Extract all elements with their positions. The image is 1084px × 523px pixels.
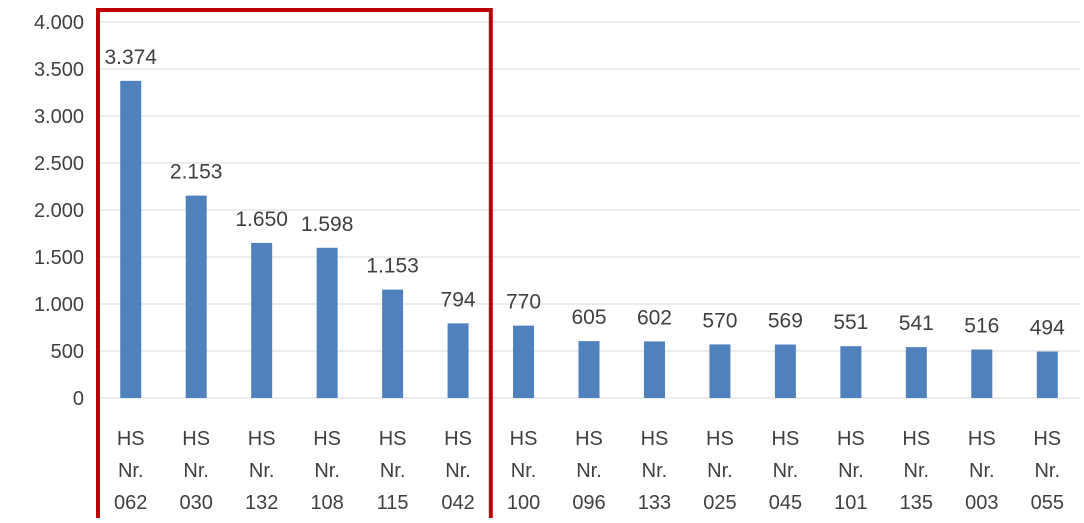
bar	[251, 242, 273, 398]
y-tick-label: 2.000	[34, 200, 84, 222]
bar	[316, 247, 338, 398]
x-axis-tick-labels: HS Nr. 062 HS Nr. 030 HS Nr. 132 HS Nr. 108 HS Nr. 115…	[114, 428, 1064, 514]
data-label: 770	[506, 291, 541, 314]
bar	[905, 347, 927, 398]
x-tick-label: 003	[965, 492, 998, 514]
y-tick-label: 4.000	[34, 12, 84, 34]
y-axis-tick-labels: 0 500 1.000 1.500 2.000 2.500 3.000 3.500 4.000	[34, 12, 84, 410]
data-label: 494	[1030, 317, 1065, 340]
x-tick-label: 055	[1031, 492, 1064, 514]
x-tick-label: Nr.	[969, 460, 995, 482]
highlight-box	[96, 8, 493, 523]
data-label: 1.153	[366, 255, 419, 278]
x-tick-label: Nr.	[642, 460, 668, 482]
x-tick-label: 062	[114, 492, 147, 514]
x-tick-label: HS	[706, 428, 734, 450]
x-tick-label: HS	[248, 428, 276, 450]
x-tick-label: Nr.	[445, 460, 471, 482]
bar	[774, 344, 796, 398]
y-tick-label: 0	[73, 388, 84, 410]
x-tick-label: HS	[510, 428, 538, 450]
bars	[120, 80, 1058, 399]
x-tick-label: Nr.	[773, 460, 799, 482]
x-tick-label: Nr.	[511, 460, 537, 482]
data-label: 541	[899, 312, 934, 335]
data-label: 570	[702, 309, 737, 332]
x-tick-label: 025	[703, 492, 736, 514]
y-tick-label: 1.000	[34, 294, 84, 316]
x-tick-label: Nr.	[1034, 460, 1060, 482]
y-tick-label: 3.000	[34, 106, 84, 128]
x-tick-label: HS	[313, 428, 341, 450]
bar	[513, 325, 535, 398]
bar	[709, 344, 731, 398]
x-tick-label: HS	[117, 428, 145, 450]
bar	[643, 341, 665, 398]
x-tick-label: 045	[769, 492, 802, 514]
x-tick-label: 135	[900, 492, 933, 514]
x-tick-label: HS	[575, 428, 603, 450]
x-tick-label: Nr.	[314, 460, 340, 482]
x-tick-label: 108	[310, 492, 343, 514]
data-labels: 3.374 2.153 1.650 1.598 1.153 794 770 605 602 570…	[104, 46, 1065, 340]
x-tick-label: 096	[572, 492, 605, 514]
y-tick-label: 1.500	[34, 247, 84, 269]
x-tick-label: Nr.	[576, 460, 602, 482]
y-tick-label: 3.500	[34, 59, 84, 81]
x-tick-label: 132	[245, 492, 278, 514]
x-tick-label: 030	[180, 492, 213, 514]
data-label: 1.650	[235, 208, 288, 231]
data-label: 569	[768, 310, 803, 333]
x-tick-label: HS	[772, 428, 800, 450]
x-tick-label: Nr.	[904, 460, 930, 482]
x-tick-label: HS	[837, 428, 865, 450]
bar	[120, 80, 142, 399]
data-label: 605	[571, 306, 606, 329]
x-tick-label: HS	[182, 428, 210, 450]
bar	[971, 349, 993, 398]
data-label: 794	[441, 288, 476, 311]
x-tick-label: HS	[444, 428, 472, 450]
x-tick-label: HS	[1033, 428, 1061, 450]
highlight-group	[96, 8, 493, 523]
x-tick-label: HS	[641, 428, 669, 450]
x-tick-label: 101	[834, 492, 867, 514]
x-tick-label: Nr.	[707, 460, 733, 482]
bar	[1036, 351, 1058, 398]
x-tick-label: Nr.	[249, 460, 275, 482]
data-label: 2.153	[170, 161, 223, 184]
bar	[840, 346, 862, 398]
bar	[382, 289, 404, 398]
x-tick-label: HS	[968, 428, 996, 450]
bar	[185, 195, 207, 398]
x-tick-label: Nr.	[380, 460, 406, 482]
data-label: 602	[637, 306, 672, 329]
data-label: 516	[964, 314, 999, 337]
data-label: 551	[833, 311, 868, 334]
x-tick-label: 115	[377, 492, 409, 514]
bar	[578, 341, 600, 398]
x-tick-label: Nr.	[118, 460, 144, 482]
x-tick-label: 133	[638, 492, 671, 514]
x-tick-label: Nr.	[838, 460, 864, 482]
y-tick-label: 2.500	[34, 153, 84, 175]
data-label: 3.374	[104, 46, 157, 69]
x-tick-label: 042	[441, 492, 474, 514]
x-tick-label: Nr.	[183, 460, 209, 482]
x-tick-label: 100	[507, 492, 540, 514]
x-tick-label: HS	[379, 428, 407, 450]
x-tick-label: HS	[902, 428, 930, 450]
data-label: 1.598	[301, 213, 354, 236]
bar	[447, 323, 469, 398]
y-tick-label: 500	[51, 341, 84, 363]
